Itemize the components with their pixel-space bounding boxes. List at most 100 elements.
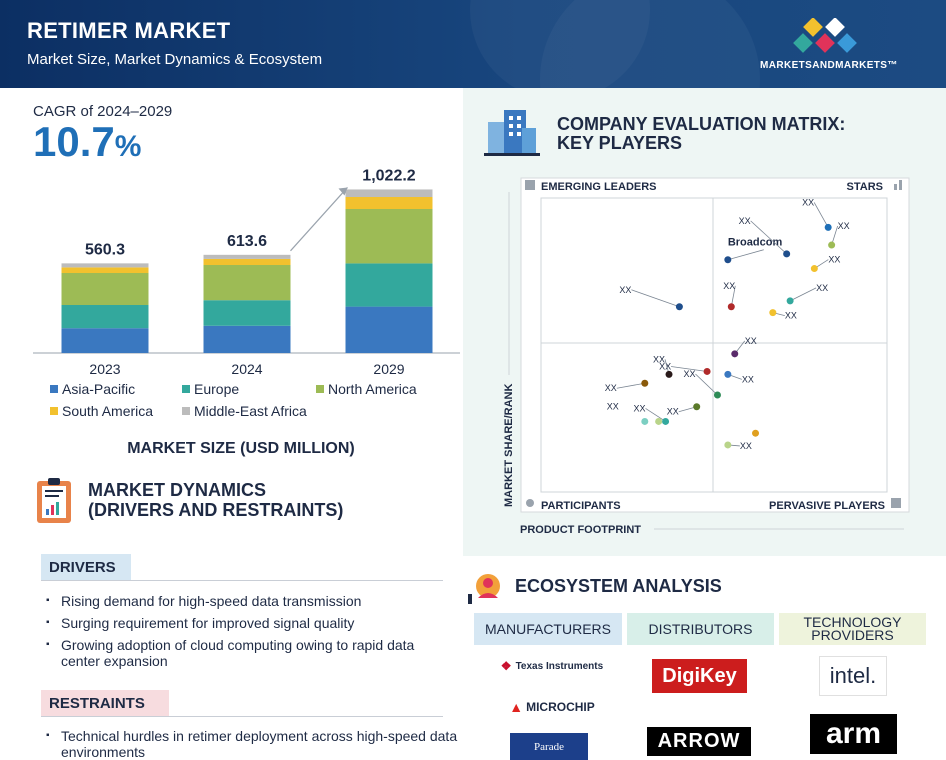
quadrant-pervasive-players: PERVASIVE PLAYERS xyxy=(769,500,885,512)
restraints-list: Technical hurdles in retimer deployment … xyxy=(41,728,461,760)
report-subtitle: Market Size, Market Dynamics & Ecosystem xyxy=(27,51,323,68)
ti-map-icon: ❖ xyxy=(500,659,512,673)
matrix-player-label: XX xyxy=(659,361,671,371)
ecosystem-title: ECOSYSTEM ANALYSIS xyxy=(515,576,722,596)
stars-icon xyxy=(894,180,902,190)
cagr-label: CAGR of 2024–2029 xyxy=(33,103,173,120)
market-size-chart: 560.3 2023 613.6 2024 1,022.2 2029 xyxy=(33,167,460,377)
matrix-point xyxy=(693,403,701,411)
drivers-list: Rising demand for high-speed data transm… xyxy=(41,593,451,675)
logo-text: intel. xyxy=(829,663,877,688)
report-title: RETIMER MARKET xyxy=(27,18,231,43)
matrix-leader-line xyxy=(789,287,817,302)
bar-segment xyxy=(345,189,433,197)
matrix-player-label: XX xyxy=(607,402,619,412)
matrix-point xyxy=(769,309,777,317)
matrix-point xyxy=(727,303,735,311)
bar-segment xyxy=(203,258,291,265)
matrix-leader-line xyxy=(616,382,645,389)
matrix-leader-line xyxy=(671,366,708,372)
header-banner: RETIMER MARKET Market Size, Market Dynam… xyxy=(0,0,946,88)
matrix-player-label: XX xyxy=(785,311,797,321)
legend-label: Middle-East Africa xyxy=(194,403,307,419)
bar-segment xyxy=(61,267,149,273)
building-icon xyxy=(484,110,540,156)
matrix-player-label: XX xyxy=(667,407,679,417)
matrix-point xyxy=(675,303,683,311)
header-decoration xyxy=(470,0,760,88)
matrix-leader-line xyxy=(631,289,680,308)
matrix-point xyxy=(655,417,663,425)
matrix-player-label: XX xyxy=(742,374,754,384)
y-axis-label: MARKET SHARE/RANK xyxy=(503,384,515,508)
ecosystem-header-distributors: DISTRIBUTORS xyxy=(627,613,774,645)
legend-label: Europe xyxy=(194,381,240,397)
logo-intel: intel. xyxy=(819,656,887,696)
matrix-player-label: XX xyxy=(740,441,752,451)
bar-segment xyxy=(345,197,433,209)
matrix-point xyxy=(783,250,791,258)
bar-segment xyxy=(61,263,149,268)
microchip-icon: ▲ xyxy=(509,699,524,715)
category-label: 2023 xyxy=(89,361,120,377)
driver-item: Growing adoption of cloud computing owin… xyxy=(41,637,451,669)
restraint-item: Technical hurdles in retimer deployment … xyxy=(41,728,461,760)
drivers-divider xyxy=(41,580,443,581)
legend-swatch xyxy=(182,407,190,415)
x-axis-label: PRODUCT FOOTPRINT xyxy=(520,524,641,536)
matrix-point xyxy=(810,265,818,273)
matrix-leader-line xyxy=(813,202,829,228)
logo-arrow: ARROW xyxy=(647,727,751,756)
matrix-point xyxy=(641,379,649,387)
logo-text: MICROCHIP xyxy=(526,700,595,714)
logo-texas-instruments: ❖ Texas Instruments xyxy=(492,656,612,676)
bar-total-label: 1,022.2 xyxy=(362,167,415,184)
restraints-divider xyxy=(41,716,443,717)
brand-name: MARKETSANDMARKETS™ xyxy=(760,60,898,71)
matrix-point xyxy=(703,367,711,375)
category-label: 2029 xyxy=(373,361,404,377)
cagr-unit: % xyxy=(114,130,142,163)
cagr-number: 10.7 xyxy=(33,118,115,165)
driver-item: Surging requirement for improved signal … xyxy=(41,615,451,631)
matrix-leader-line xyxy=(695,373,718,396)
legend-south-america: South America xyxy=(50,403,153,419)
legend-swatch xyxy=(50,407,58,415)
logo-arm: arm xyxy=(810,714,897,754)
bar-segment xyxy=(61,273,149,305)
bar-segment xyxy=(345,209,433,264)
matrix-player-label: XX xyxy=(838,221,850,231)
logo-microchip: ▲ MICROCHIP xyxy=(504,696,600,718)
logo-parade: Parade xyxy=(510,733,588,760)
brand-logo-icon xyxy=(793,18,857,53)
matrix-point xyxy=(724,256,732,264)
matrix-player-label: XX xyxy=(739,216,751,226)
market-dynamics-title: MARKET DYNAMICS (DRIVERS AND RESTRAINTS) xyxy=(88,480,343,520)
market-dynamics-title-line2: (DRIVERS AND RESTRAINTS) xyxy=(88,500,344,520)
logo-text: DigiKey xyxy=(662,664,737,687)
bar-segment xyxy=(345,263,433,307)
logo-text: Parade xyxy=(534,740,564,753)
matrix-player-label: XX xyxy=(683,369,695,379)
logo-digikey: DigiKey xyxy=(652,659,747,693)
bar-segment xyxy=(203,254,291,259)
matrix-player-label: Broadcom xyxy=(728,237,783,249)
emerging-leaders-icon xyxy=(525,180,535,190)
legend-middle-east-africa: Middle-East Africa xyxy=(182,403,307,419)
logo-text: Texas Instruments xyxy=(515,660,604,672)
matrix-point xyxy=(665,370,673,378)
bar-segment xyxy=(203,325,291,353)
growth-arrow xyxy=(290,187,348,252)
matrix-point xyxy=(786,297,794,305)
legend-label: South America xyxy=(62,403,154,419)
legend-swatch xyxy=(182,385,190,393)
matrix-player-label: XX xyxy=(653,354,665,364)
ecosystem-header-manufacturers: MANUFACTURERS xyxy=(474,613,622,645)
matrix-point xyxy=(752,429,760,437)
chart-title: MARKET SIZE (USD MILLION) xyxy=(127,440,355,457)
matrix-point xyxy=(824,223,832,231)
ecosystem-header-technology: TECHNOLOGY PROVIDERS xyxy=(779,613,926,645)
clipboard-chart-icon xyxy=(37,478,71,523)
bar-segment xyxy=(203,265,291,301)
